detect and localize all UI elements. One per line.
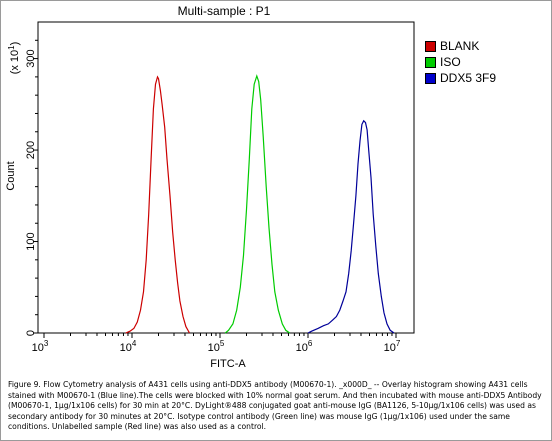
x-tick-label: 104 bbox=[120, 339, 137, 354]
y-tick-label: 0 bbox=[25, 330, 37, 336]
legend-item: DDX5 3F9 bbox=[425, 70, 496, 86]
legend-swatch bbox=[425, 56, 436, 68]
chart-title: Multi-sample : P1 bbox=[178, 4, 271, 18]
svg-text:(x 101): (x 101) bbox=[7, 42, 21, 75]
series-line-ddx5-3f9 bbox=[307, 119, 395, 334]
y-axis-ticks: 0 100 200 300 bbox=[25, 39, 38, 336]
x-tick-label: 106 bbox=[296, 339, 313, 354]
legend-item: BLANK bbox=[425, 38, 496, 54]
legend-swatch bbox=[425, 72, 436, 84]
y-tick-label: 300 bbox=[25, 49, 37, 67]
figure-caption: Figure 9. Flow Cytometry analysis of A43… bbox=[8, 380, 542, 432]
legend-label: BLANK bbox=[440, 39, 480, 53]
series-line-blank bbox=[125, 75, 191, 334]
legend-label: ISO bbox=[440, 55, 461, 69]
legend: BLANK ISO DDX5 3F9 bbox=[425, 38, 496, 86]
x-axis-label: FITC-A bbox=[210, 358, 246, 370]
x-tick-label: 105 bbox=[208, 339, 225, 354]
x-tick-label: 107 bbox=[384, 339, 401, 354]
legend-swatch bbox=[425, 40, 436, 52]
legend-item: ISO bbox=[425, 54, 496, 70]
y-tick-label: 200 bbox=[25, 141, 37, 159]
y-axis-label: Count bbox=[5, 161, 17, 190]
plot-area bbox=[37, 21, 415, 334]
legend-label: DDX5 3F9 bbox=[440, 71, 497, 85]
y-multiplier-label: (x 101) bbox=[7, 42, 21, 75]
x-axis-ticks: 103 104 105 106 107 bbox=[32, 333, 401, 354]
x-tick-label: 103 bbox=[32, 339, 49, 354]
series-lines bbox=[125, 74, 395, 334]
series-line-iso bbox=[224, 74, 291, 334]
y-tick-label: 100 bbox=[25, 232, 37, 250]
